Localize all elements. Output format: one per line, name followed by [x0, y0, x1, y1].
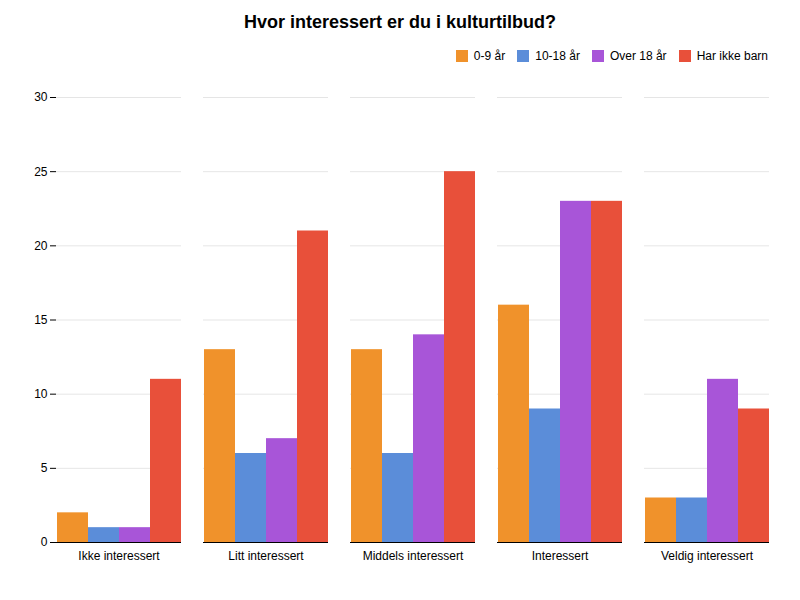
- svg-text:0: 0: [41, 535, 48, 549]
- svg-text:25: 25: [34, 165, 48, 179]
- html-text:Hvor interessert er du i kultu: Hvor interessert er du i kulturtilbud?: [244, 12, 556, 32]
- html-text:Over 18 år: Over 18 år: [609, 48, 667, 63]
- svg-text:Veldig interessert: Veldig interessert: [661, 549, 754, 563]
- svg-text:15: 15: [34, 313, 48, 327]
- svg-text:Interessert: Interessert: [532, 549, 589, 563]
- html-text:Har ikke barn: Har ikke barn: [696, 48, 768, 63]
- svg-text:30: 30: [34, 90, 48, 104]
- html-text:0-9 år: 0-9 år: [473, 48, 506, 63]
- svg-text:Middels interessert: Middels interessert: [363, 549, 464, 563]
- svg-text:Litt interessert: Litt interessert: [228, 549, 304, 563]
- svg-text:10: 10: [34, 387, 48, 401]
- svg-text:Ikke interessert: Ikke interessert: [78, 549, 160, 563]
- svg-text:5: 5: [41, 461, 48, 475]
- svg-text:20: 20: [34, 239, 48, 253]
- html-text:10-18 år: 10-18 år: [535, 48, 580, 63]
